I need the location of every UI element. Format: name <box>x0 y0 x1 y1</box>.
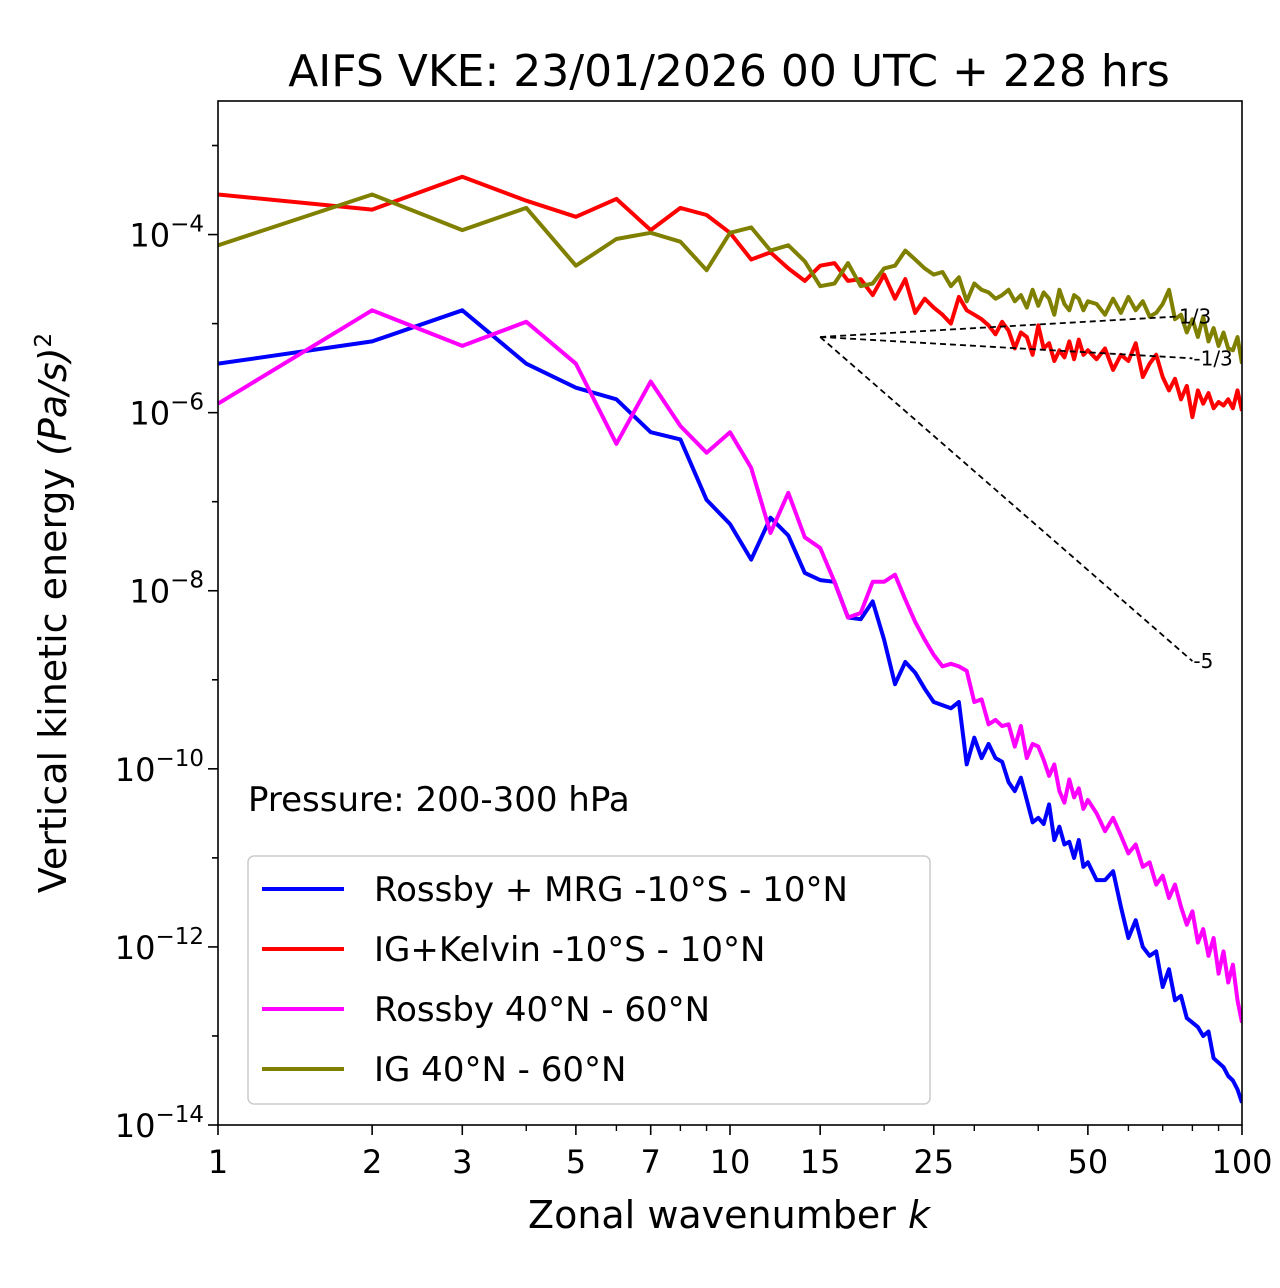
x-tick-label-8: 50 <box>1068 1143 1109 1181</box>
series-line-1 <box>218 174 1242 420</box>
y-tick-label-5: 10−14 <box>115 1102 204 1145</box>
y-tick-label-2: 10−8 <box>129 568 204 611</box>
legend-label-2: Rossby 40°N - 60°N <box>374 990 710 1030</box>
y-axis-label-unit: (Pa/s) <box>31 347 75 455</box>
series-line-3 <box>218 192 1242 365</box>
x-axis-label-var: k <box>908 1193 932 1237</box>
x-tick-label-5: 10 <box>710 1143 751 1181</box>
legend-label-3: IG 40°N - 60°N <box>374 1050 626 1090</box>
y-axis-label: Vertical kinetic energy (Pa/s)2 <box>31 333 75 893</box>
series-line-0 <box>218 308 1242 1104</box>
x-axis-label-text: Zonal wavenumber <box>528 1193 908 1237</box>
slope-line-2 <box>819 336 1193 662</box>
y-tick-label-0: 10−4 <box>129 212 204 255</box>
x-tick-label-3: 5 <box>566 1143 586 1181</box>
slope-label-2: -5 <box>1193 649 1213 673</box>
slope-label-0: 1/3 <box>1179 304 1211 328</box>
x-tick-label-2: 3 <box>452 1143 472 1181</box>
slope-line-1 <box>820 336 1193 360</box>
y-axis-label-text: Vertical kinetic energy <box>31 456 75 893</box>
x-axis-label: Zonal wavenumber k <box>528 1193 932 1237</box>
legend-label-0: Rossby + MRG -10°S - 10°N <box>374 870 848 910</box>
x-tick-label-6: 15 <box>800 1143 841 1181</box>
y-tick-label-1: 10−6 <box>129 390 204 433</box>
legend-box <box>247 855 931 1105</box>
legend: Rossby + MRG -10°S - 10°N IG+Kelvin -10°S… <box>262 870 848 1090</box>
slope-label-1: -1/3 <box>1193 346 1232 370</box>
reference-slopes: 1/3 -1/3 -5 <box>819 304 1233 673</box>
y-axis-ticks: 10−4 10−6 10−8 10−10 10−12 10−14 <box>115 144 218 1145</box>
series-line-2 <box>218 308 1242 1023</box>
x-axis-ticks: 1 2 3 5 7 10 15 25 50 100 <box>208 1125 1273 1181</box>
pressure-annotation: Pressure: 200-300 hPa <box>248 780 630 820</box>
x-tick-label-4: 7 <box>641 1143 661 1181</box>
y-tick-label-3: 10−10 <box>115 746 204 789</box>
series-layer <box>218 174 1242 1104</box>
y-axis-label-exp: 2 <box>31 333 57 348</box>
y-tick-label-4: 10−12 <box>115 924 204 967</box>
x-tick-label-1: 2 <box>362 1143 382 1181</box>
legend-label-1: IG+Kelvin -10°S - 10°N <box>374 930 765 970</box>
x-tick-label-7: 25 <box>913 1143 954 1181</box>
chart-title: AIFS VKE: 23/01/2026 00 UTC + 228 hrs <box>288 46 1170 97</box>
x-tick-label-9: 100 <box>1211 1143 1272 1181</box>
x-tick-label-0: 1 <box>208 1143 228 1181</box>
